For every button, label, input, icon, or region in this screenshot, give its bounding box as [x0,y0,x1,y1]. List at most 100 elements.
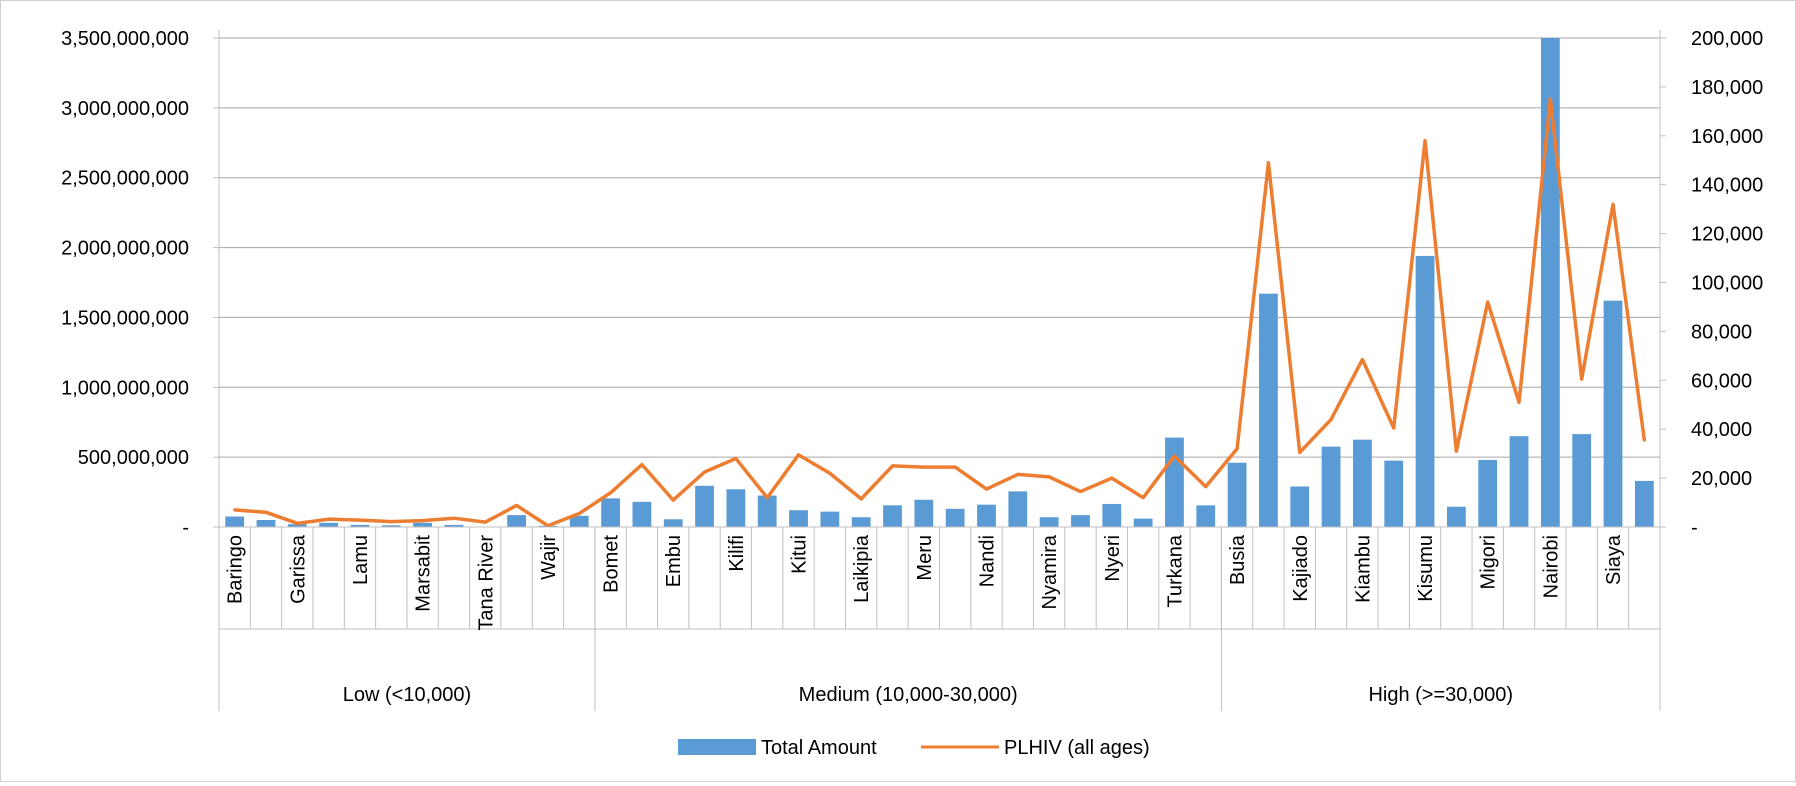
bar [758,496,777,527]
line-point [1612,203,1615,206]
line-point [1643,439,1646,442]
line-point [515,504,518,507]
category-label: Busia [1227,534,1249,585]
line-point [797,453,800,456]
category-label: Siaya [1603,534,1625,585]
line-point [1455,450,1458,453]
line-point [703,470,706,473]
category-label: Kilifi [726,535,748,572]
bar [883,505,902,527]
category-label: Marsabit [413,535,435,612]
line-point [452,517,455,520]
left-tick-label: 2,000,000,000 [61,238,189,260]
category-label: Lamu [350,535,372,585]
category-label: Kitui [789,535,811,574]
line-point [233,508,236,511]
bar [1259,294,1278,527]
category-label: Kisumu [1415,535,1437,602]
category-label: Baringo [225,535,247,604]
legend-line-label: PLHIV (all ages) [1004,737,1150,759]
gridlines [219,38,1660,457]
bar [413,523,432,527]
bar [914,500,933,527]
bar [852,517,871,527]
bar [1384,461,1403,527]
line-point [1173,455,1176,458]
line-point [1361,358,1364,361]
bar [1102,504,1121,527]
line-point [390,520,393,523]
right-tick-label: 180,000 [1691,77,1763,99]
line-point [1016,473,1019,476]
category-label: Wajir [538,535,560,580]
line-point [1267,161,1270,164]
bar [1447,507,1466,527]
category-label: Nandi [976,535,998,587]
category-label: Garissa [287,534,309,604]
category-label: Nyamira [1039,534,1061,609]
line-point [1424,139,1427,142]
line-point [766,496,769,499]
left-tick-label: 3,500,000,000 [61,28,189,50]
right-axis-tick-labels: -20,00040,00060,00080,000100,000120,0001… [1691,28,1763,539]
line-point [1518,401,1521,404]
bar [1008,491,1027,527]
legend-bar-label: Total Amount [761,737,877,759]
bar [726,489,745,527]
category-label: Nyeri [1102,535,1124,582]
left-axis-tick-labels: -500,000,0001,000,000,0001,500,000,0002,… [61,28,189,539]
line-point [264,511,267,514]
category-label: Kiambu [1352,535,1374,603]
line-point [922,466,925,469]
bar [633,502,652,527]
bar [1604,301,1623,527]
line-point [985,488,988,491]
line-point [640,463,643,466]
category-label: Turkana [1164,534,1186,608]
group-labels: Low (<10,000)Medium (10,000-30,000)High … [343,684,1513,706]
line-point [891,464,894,467]
legend-bar-swatch [678,739,756,755]
left-tick-label: 2,500,000,000 [61,168,189,190]
left-tick-label: 500,000,000 [78,447,189,469]
line-point [484,521,487,524]
group-label: High (>=30,000) [1368,684,1513,706]
line-point [954,466,957,469]
line-point [1236,447,1239,450]
bar [1510,436,1529,527]
line-point [860,497,863,500]
line-point [1298,451,1301,454]
bar [1040,517,1059,527]
category-label: Bomet [601,535,623,593]
right-tick-label: 80,000 [1691,321,1752,343]
bar [977,505,996,527]
line-point [1330,418,1333,421]
left-tick-label: 1,000,000,000 [61,377,189,399]
group-label: Medium (10,000-30,000) [799,684,1018,706]
bar [820,512,839,527]
right-tick-label: 60,000 [1691,370,1752,392]
category-label: Embu [663,535,685,587]
line-point [1048,475,1051,478]
line-point [1204,485,1207,488]
line-point [296,522,299,525]
bar [1071,515,1090,527]
bar [1290,486,1309,527]
line-point [672,499,675,502]
category-label: Meru [914,535,936,581]
bar [319,523,338,527]
legend: Total Amount PLHIV (all ages) [678,737,1150,759]
bar [601,498,620,527]
bar [225,517,244,527]
line-point [1142,496,1145,499]
right-tick-label: - [1691,517,1698,539]
bar [946,509,965,527]
bar [507,515,526,527]
bar [1196,505,1215,527]
line-point [358,519,361,522]
bar [1134,519,1153,527]
line-point [578,512,581,515]
line-point [609,491,612,494]
line-point [1486,301,1489,304]
